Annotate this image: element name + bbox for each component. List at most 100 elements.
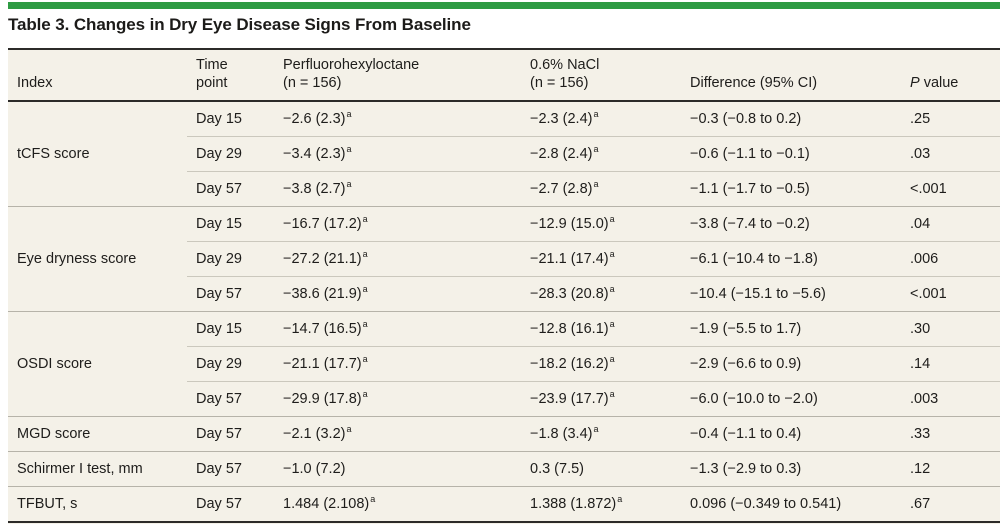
table-row: tCFS score Day 15 −2.6 (2.3)a −2.3 (2.4)… — [8, 101, 1000, 207]
table-row: Day 29 −21.1 (17.7)a −18.2 (16.2)a −2.9 … — [8, 346, 1000, 382]
cell-nacl: −2.8 (2.4)a — [521, 136, 681, 172]
cell-time-point: Day 29 — [187, 346, 274, 382]
cell-nacl: −18.2 (16.2)a — [521, 346, 681, 382]
cell-p-value: .03 — [901, 136, 1000, 172]
table-row: Day 57 −29.9 (17.8)a −23.9 (17.7)a −6.0 … — [8, 381, 1000, 417]
col-header-nacl-line1: 0.6% NaCl — [530, 57, 600, 73]
cell-nacl: −2.7 (2.8)a — [521, 171, 681, 207]
col-header-pfho-line1: Perfluorohexyloctane — [283, 57, 420, 73]
cell-nacl: −2.3 (2.4)a — [521, 101, 681, 137]
cell-value: −1.0 (7.2) — [283, 461, 346, 477]
cell-difference: −6.1 (−10.4 to −1.8) — [681, 241, 901, 277]
cell-value: −23.9 (17.7) — [530, 391, 609, 407]
footnote-marker: a — [362, 319, 368, 330]
cell-difference: −0.3 (−0.8 to 0.2) — [681, 101, 901, 137]
footnote-marker: a — [362, 354, 368, 365]
table-row: Schirmer I test, mm Day 57 −1.0 (7.2) 0.… — [8, 451, 1000, 487]
cell-value: −2.8 (2.4) — [530, 146, 593, 162]
p-value-rest: value — [919, 75, 959, 91]
cell-time-point: Day 29 — [187, 136, 274, 172]
cell-time-point: Day 29 — [187, 241, 274, 277]
cell-pfho: −3.8 (2.7)a — [274, 171, 521, 207]
col-header-time-line1: Time — [196, 57, 228, 73]
footnote-marker: a — [609, 249, 615, 260]
cell-value: −29.9 (17.8) — [283, 391, 362, 407]
table-row: MGD score Day 57 −2.1 (3.2)a −1.8 (3.4)a… — [8, 416, 1000, 452]
cell-difference: −2.9 (−6.6 to 0.9) — [681, 346, 901, 382]
cell-time-point: Day 15 — [187, 101, 274, 137]
footnote-marker: a — [362, 214, 368, 225]
cell-time-point: Day 57 — [187, 276, 274, 312]
cell-nacl: −28.3 (20.8)a — [521, 276, 681, 312]
cell-pfho: −3.4 (2.3)a — [274, 136, 521, 172]
footnote-marker: a — [346, 109, 352, 120]
footnote-marker: a — [346, 144, 352, 155]
cell-value: −2.7 (2.8) — [530, 181, 593, 197]
cell-index-group: Schirmer I test, mm — [8, 451, 187, 487]
cell-difference: −1.3 (−2.9 to 0.3) — [681, 451, 901, 487]
cell-difference: −0.6 (−1.1 to −0.1) — [681, 136, 901, 172]
table-row: OSDI score Day 15 −14.7 (16.5)a −12.8 (1… — [8, 311, 1000, 417]
col-header-time-point: Time point — [187, 48, 274, 102]
cell-p-value: .25 — [901, 101, 1000, 137]
cell-time-point: Day 15 — [187, 206, 274, 242]
cell-time-point: Day 57 — [187, 451, 274, 487]
accent-bar — [8, 2, 1000, 9]
cell-time-point: Day 57 — [187, 381, 274, 417]
cell-time-point: Day 57 — [187, 416, 274, 452]
footnote-marker: a — [593, 109, 599, 120]
cell-value: −3.8 (2.7) — [283, 181, 346, 197]
col-header-nacl-line2: (n = 156) — [530, 75, 589, 91]
col-header-difference: Difference (95% CI) — [681, 48, 901, 102]
cell-value: −28.3 (20.8) — [530, 286, 609, 302]
cell-time-point: Day 57 — [187, 171, 274, 207]
cell-p-value: .67 — [901, 486, 1000, 523]
table-row: Day 57 −3.8 (2.7)a −2.7 (2.8)a −1.1 (−1.… — [8, 171, 1000, 207]
col-header-perfluorohexyloctane: Perfluorohexyloctane (n = 156) — [274, 48, 521, 102]
cell-index-group: Eye dryness score — [8, 206, 187, 312]
cell-pfho: −2.1 (3.2)a — [274, 416, 521, 452]
cell-time-point: Day 15 — [187, 311, 274, 347]
cell-difference: 0.096 (−0.349 to 0.541) — [681, 486, 901, 523]
cell-pfho: −29.9 (17.8)a — [274, 381, 521, 417]
cell-p-value: .006 — [901, 241, 1000, 277]
cell-index-group: OSDI score — [8, 311, 187, 417]
cell-difference: −10.4 (−15.1 to −5.6) — [681, 276, 901, 312]
cell-value: −1.8 (3.4) — [530, 426, 593, 442]
cell-p-value: .33 — [901, 416, 1000, 452]
table-row: Day 57 −38.6 (21.9)a −28.3 (20.8)a −10.4… — [8, 276, 1000, 312]
cell-nacl: −21.1 (17.4)a — [521, 241, 681, 277]
cell-value: −3.4 (2.3) — [283, 146, 346, 162]
cell-nacl: −12.9 (15.0)a — [521, 206, 681, 242]
cell-value: −21.1 (17.4) — [530, 251, 609, 267]
cell-nacl: 1.388 (1.872)a — [521, 486, 681, 523]
data-table: Index Time point Perfluorohexyloctane (n… — [8, 48, 1000, 523]
footnote-marker: a — [362, 389, 368, 400]
cell-value: −12.8 (16.1) — [530, 321, 609, 337]
table-title: Table 3. Changes in Dry Eye Disease Sign… — [8, 15, 471, 34]
cell-value: 1.484 (2.108) — [283, 496, 370, 512]
cell-value: −18.2 (16.2) — [530, 356, 609, 372]
cell-index-group: MGD score — [8, 416, 187, 452]
col-header-p-value: P value — [901, 48, 1000, 102]
cell-index-group: tCFS score — [8, 101, 187, 207]
table-row: TFBUT, s Day 57 1.484 (2.108)a 1.388 (1.… — [8, 486, 1000, 523]
cell-value: −27.2 (21.1) — [283, 251, 362, 267]
table-row: Eye dryness score Day 15 −16.7 (17.2)a −… — [8, 206, 1000, 312]
cell-value: −16.7 (17.2) — [283, 216, 362, 232]
footnote-marker: a — [362, 284, 368, 295]
cell-p-value: .003 — [901, 381, 1000, 417]
footnote-marker: a — [617, 494, 623, 505]
cell-value: −2.3 (2.4) — [530, 111, 593, 127]
cell-p-value: .12 — [901, 451, 1000, 487]
cell-value: 0.3 (7.5) — [530, 461, 584, 477]
cell-difference: −1.1 (−1.7 to −0.5) — [681, 171, 901, 207]
footnote-marker: a — [609, 214, 615, 225]
cell-value: 1.388 (1.872) — [530, 496, 617, 512]
p-value-italic: P — [910, 75, 920, 91]
cell-nacl: 0.3 (7.5) — [521, 451, 681, 487]
footnote-marker: a — [593, 144, 599, 155]
cell-p-value: <.001 — [901, 171, 1000, 207]
col-header-nacl: 0.6% NaCl (n = 156) — [521, 48, 681, 102]
